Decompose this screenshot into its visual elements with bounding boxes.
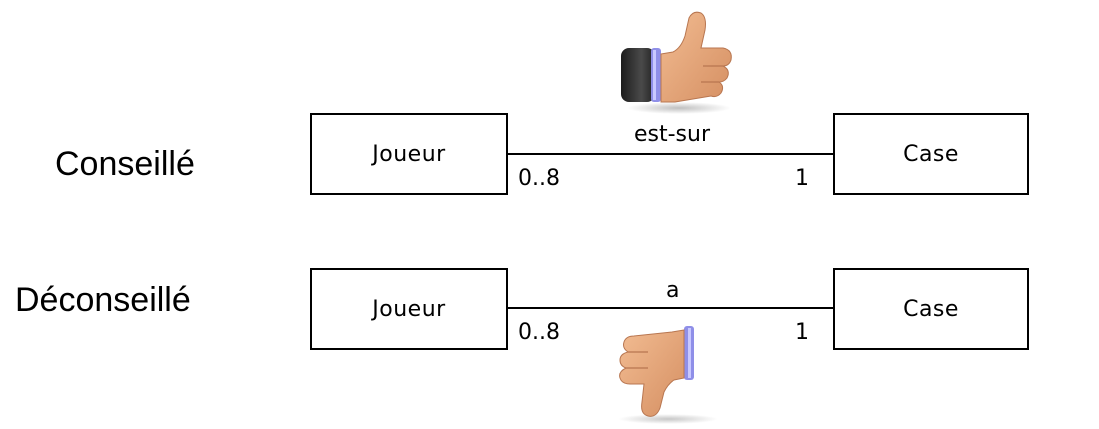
recommended-label: Conseillé bbox=[55, 145, 195, 183]
class-box-case: Case bbox=[833, 268, 1029, 350]
class-name: Joueur bbox=[372, 296, 446, 322]
thumbs-down-icon bbox=[618, 326, 718, 424]
association-name: est-sur bbox=[634, 122, 711, 147]
association-line bbox=[508, 307, 833, 309]
thumbs-up-icon bbox=[621, 11, 732, 114]
association-line bbox=[508, 153, 833, 155]
class-name: Case bbox=[903, 141, 959, 167]
class-box-joueur: Joueur bbox=[310, 268, 508, 350]
class-name: Case bbox=[903, 296, 959, 322]
left-multiplicity: 0..8 bbox=[518, 166, 560, 191]
class-box-case: Case bbox=[833, 113, 1029, 195]
not-recommended-label: Déconseillé bbox=[15, 281, 191, 319]
class-box-joueur: Joueur bbox=[310, 113, 508, 195]
class-name: Joueur bbox=[372, 141, 446, 167]
association-name: a bbox=[666, 278, 680, 303]
left-multiplicity: 0..8 bbox=[518, 320, 560, 345]
right-multiplicity: 1 bbox=[795, 320, 809, 345]
right-multiplicity: 1 bbox=[795, 166, 809, 191]
